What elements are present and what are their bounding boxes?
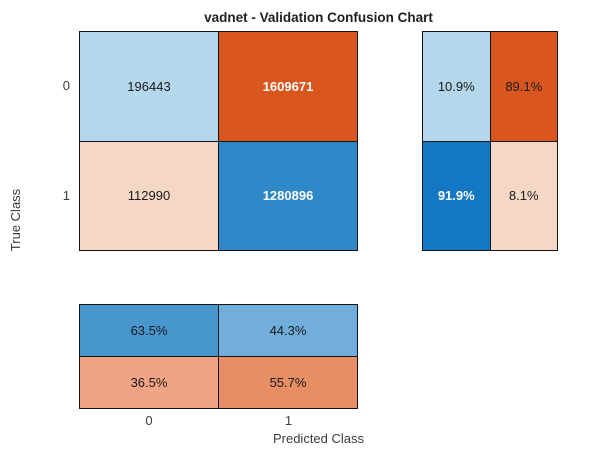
matrix-cell-true0-pred1: 1609671 — [219, 32, 357, 141]
row-summary-cell-true0-right: 89.1% — [490, 32, 557, 141]
row-summary-cell-true1-right: 8.1% — [490, 141, 557, 250]
x-tick-class-1: 1 — [284, 413, 293, 428]
matrix-cell-true1-pred0: 112990 — [80, 141, 218, 250]
col-summary-cell-bottom-pred0: 36.5% — [80, 357, 218, 408]
col-summary-cell-top-pred0: 63.5% — [80, 305, 218, 356]
y-tick-class-0: 0 — [62, 78, 70, 93]
row-summary-panel: 10.9% 89.1% 91.9% 8.1% — [422, 31, 558, 251]
column-summary-panel: 63.5% 44.3% 36.5% 55.7% — [79, 304, 358, 409]
chart-title: vadnet - Validation Confusion Chart — [204, 10, 433, 25]
row-summary-cell-true0-left: 10.9% — [423, 32, 490, 141]
col-summary-cell-top-pred1: 44.3% — [219, 305, 357, 356]
y-axis-label: True Class — [8, 188, 23, 252]
col-summary-cell-bottom-pred1: 55.7% — [219, 357, 357, 408]
confusion-matrix-panel: 196443 1609671 112990 1280896 — [79, 31, 358, 251]
matrix-cell-true0-pred0: 196443 — [80, 32, 218, 141]
matrix-cell-true1-pred1: 1280896 — [219, 141, 357, 250]
x-axis-label: Predicted Class — [272, 431, 365, 446]
x-tick-class-0: 0 — [145, 413, 153, 428]
y-tick-class-1: 1 — [62, 188, 70, 203]
row-summary-cell-true1-left: 91.9% — [423, 141, 490, 250]
